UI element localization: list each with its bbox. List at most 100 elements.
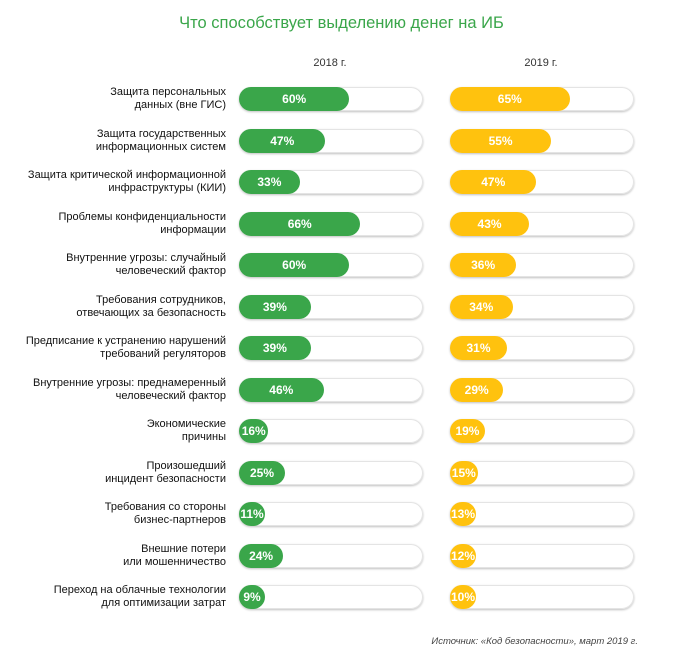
bar-track-2019: 12% xyxy=(450,543,634,568)
bar-track-2019: 55% xyxy=(450,128,634,153)
category-label: Внутренние угрозы: случайный человеческий… xyxy=(10,244,226,286)
bar-track-2018: 33% xyxy=(239,170,423,194)
category-label-line: бизнес-партнеров xyxy=(133,514,226,526)
data-label: 31% xyxy=(466,341,491,355)
data-label: 11% xyxy=(240,507,264,521)
category-label-line: информации xyxy=(160,223,226,236)
chart-row: Защита критической информационной инфраст… xyxy=(0,161,683,203)
data-label: 47% xyxy=(481,175,506,189)
data-label: 12% xyxy=(450,548,476,563)
chart-row: Защита персональных данных (вне ГИС) 60% 65… xyxy=(0,78,683,120)
bar-track-2019: 43% xyxy=(450,211,634,236)
bar-track-2018: 60% xyxy=(239,87,423,111)
chart-row: Защита государственных информационных сис… xyxy=(0,120,683,162)
bar-track-2018: 9% xyxy=(239,585,423,609)
category-label-line: инцидент безопасности xyxy=(105,472,226,485)
data-label: 66% xyxy=(287,216,312,231)
category-label: Защита государственных информационных сис… xyxy=(10,120,226,162)
bar-track-2019: 29% xyxy=(450,377,634,402)
data-label: 39% xyxy=(262,299,287,314)
chart-row: Экономические причины 16% 19% xyxy=(0,410,683,452)
data-label: 47% xyxy=(270,133,295,148)
category-label-line: или мошенничество xyxy=(123,555,226,568)
bar-2019: 65% xyxy=(450,87,570,111)
bar-track-2018: 47% xyxy=(239,128,423,153)
bar-track-2018: 25% xyxy=(239,460,423,485)
data-label: 16% xyxy=(241,424,266,438)
category-label-line: Проблемы конфиденциальности xyxy=(58,210,226,223)
chart-title: Что способствует выделению денег на ИБ xyxy=(179,14,504,32)
bar-2018: 9% xyxy=(239,585,265,609)
bar-track-2018: 39% xyxy=(239,336,423,360)
category-label-line: причины xyxy=(181,431,226,443)
chart-row: Внутренние угрозы: случайный человеческий… xyxy=(0,244,683,286)
category-label: Внешние потери или мошенничество xyxy=(10,535,226,577)
data-label: 25% xyxy=(249,465,275,480)
bar-track-2019: 36% xyxy=(450,253,634,277)
source-note: Источник: «Код безопасности», март 2019 … xyxy=(431,636,638,647)
bar-2019: 13% xyxy=(450,502,476,526)
bar-track-2018: 46% xyxy=(239,377,423,402)
category-label-line: Внутренние угрозы: случайный xyxy=(66,252,226,264)
bar-track-2018: 24% xyxy=(239,543,423,568)
bar-2018: 11% xyxy=(239,502,265,526)
data-label: 13% xyxy=(450,507,476,521)
series-header-2018: 2018 г. xyxy=(313,57,347,69)
data-label: 60% xyxy=(282,92,307,106)
bar-track-2019: 34% xyxy=(450,294,634,319)
bar-2019: 47% xyxy=(450,170,537,194)
bar-2018: 39% xyxy=(239,294,311,319)
bar-2018: 24% xyxy=(239,543,284,568)
chart-row: Требования сотрудников, отвечающих за без… xyxy=(0,286,683,328)
bar-2018: 60% xyxy=(239,253,350,277)
category-label: Защита критической информационной инфраст… xyxy=(10,161,226,203)
data-label: 36% xyxy=(471,258,496,272)
data-label: 15% xyxy=(451,465,476,480)
category-label-line: для оптимизации затрат xyxy=(101,597,226,609)
bar-track-2019: 31% xyxy=(450,336,634,360)
category-label-line: Внешние потери xyxy=(141,542,226,555)
category-label: Предписание к устранению нарушений требов… xyxy=(10,327,226,369)
category-label-line: Защита государственных xyxy=(96,127,226,140)
data-label: 24% xyxy=(249,548,274,563)
bar-2018: 60% xyxy=(239,87,350,111)
category-label-line: Защита критической информационной xyxy=(27,169,226,181)
bar-track-2018: 60% xyxy=(239,253,423,277)
category-label-line: Внутренние угрозы: преднамеренный xyxy=(32,376,226,389)
bar-track-2018: 66% xyxy=(239,211,423,236)
bar-track-2019: 47% xyxy=(450,170,634,194)
bar-track-2019: 65% xyxy=(450,87,634,111)
category-label-line: отвечающих за безопасность xyxy=(76,306,226,319)
category-label-line: требований регуляторов xyxy=(100,348,226,360)
bar-track-2019: 10% xyxy=(450,585,634,609)
series-header-2019: 2019 г. xyxy=(524,57,558,69)
data-label: 39% xyxy=(262,341,287,355)
data-label: 33% xyxy=(257,175,282,189)
bar-track-2019: 15% xyxy=(450,460,634,485)
bar-2019: 29% xyxy=(450,377,504,402)
category-label-line: Требования со стороны xyxy=(104,501,226,513)
category-label: Защита персональных данных (вне ГИС) xyxy=(10,78,226,120)
bar-track-2019: 19% xyxy=(450,419,634,443)
bar-2019: 34% xyxy=(450,294,513,319)
bar-2019: 36% xyxy=(450,253,517,277)
category-label-line: человеческий фактор xyxy=(115,389,226,402)
bar-track-2018: 16% xyxy=(239,419,423,443)
category-label-line: Предписание к устранению нарушений xyxy=(25,335,226,347)
data-label: 43% xyxy=(477,216,502,231)
category-label: Произошедший инцидент безопасности xyxy=(10,452,226,494)
bar-2019: 55% xyxy=(450,128,552,153)
category-label-line: Защита персональных xyxy=(110,86,226,98)
category-label-line: Произошедший xyxy=(146,459,226,472)
data-label: 34% xyxy=(469,299,494,314)
chart-row: Произошедший инцидент безопасности 25% 15% xyxy=(0,452,683,494)
bar-2019: 43% xyxy=(450,211,530,236)
chart-row: Внешние потери или мошенничество 24% 12% xyxy=(0,535,683,577)
bar-2018: 46% xyxy=(239,377,324,402)
bar-2019: 10% xyxy=(450,585,476,609)
bar-2019: 31% xyxy=(450,336,508,360)
category-label: Внутренние угрозы: преднамеренный человеч… xyxy=(10,369,226,411)
chart-row: Внутренние угрозы: преднамеренный человеч… xyxy=(0,369,683,411)
bar-2018: 25% xyxy=(239,460,285,485)
